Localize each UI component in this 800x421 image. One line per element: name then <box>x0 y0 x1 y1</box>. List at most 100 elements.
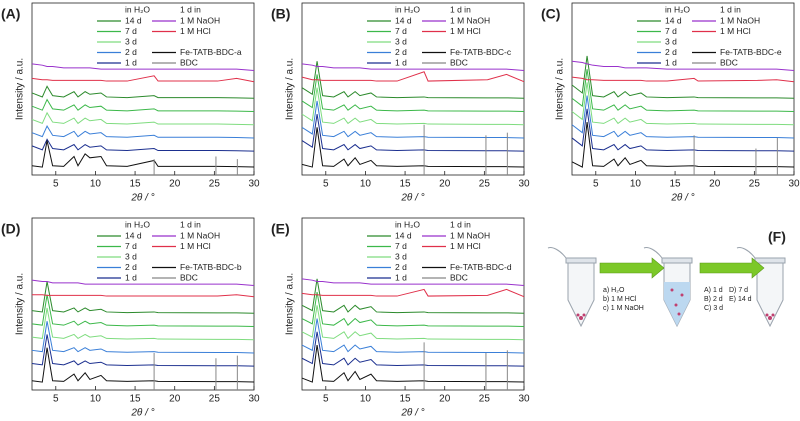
panel: (A) 5 10 15 20 25 30 2θ / ° Intensity / a.u. in H… <box>1 2 260 204</box>
trace <box>32 294 255 298</box>
legend-label: 7 d <box>395 26 407 36</box>
trace <box>301 331 525 367</box>
x-tick-label: 20 <box>439 179 451 190</box>
legend-label: BDC <box>180 57 198 67</box>
trace <box>31 124 255 139</box>
x-tick-label: 5 <box>323 179 329 190</box>
legend-header: 1 d in <box>180 219 201 229</box>
legend-header: in H₂O <box>125 219 150 229</box>
crystals <box>576 288 775 320</box>
trace <box>301 127 525 168</box>
time: E) 14 d <box>729 296 752 303</box>
x-axis-label: 2θ / ° <box>400 193 424 204</box>
x-tick-label: 15 <box>130 394 142 405</box>
trace <box>31 294 255 327</box>
legend-label: 3 d <box>125 251 137 261</box>
legend-header: 1 d in <box>720 4 741 14</box>
legend-label: 1 d <box>665 57 677 67</box>
y-axis-label: Intensity / a.u. <box>15 273 26 335</box>
condition: c) 1 M NaOH <box>603 305 644 312</box>
panel: (E) 5 10 15 20 25 30 2θ / ° Intensity / a.u. in H… <box>271 217 530 419</box>
trace <box>301 87 525 126</box>
legend-label: 14 d <box>125 15 142 25</box>
trace <box>31 63 255 71</box>
legend-label: 1 d <box>395 272 407 282</box>
trace <box>301 74 525 112</box>
legend-label: 1 M HCl <box>180 26 211 36</box>
legend-label: 1 d <box>395 57 407 67</box>
tube <box>547 247 786 328</box>
x-tick-label: 30 <box>518 394 530 405</box>
trace <box>301 292 525 327</box>
x-tick-label: 20 <box>169 179 181 190</box>
x-tick-label: 10 <box>360 394 372 405</box>
legend-label: BDC <box>450 57 468 67</box>
legend-header: in H₂O <box>395 219 420 229</box>
legend-label: Fe-TATB-BDC-d <box>450 262 512 272</box>
x-tick-label: 10 <box>360 179 372 190</box>
x-tick-label: 25 <box>749 179 761 190</box>
legend-label: 1 d <box>125 57 137 67</box>
x-axis-label: 2θ / ° <box>130 408 154 419</box>
x-axis-label: 2θ / ° <box>130 193 154 204</box>
trace <box>31 140 255 168</box>
legend-label: 7 d <box>125 241 137 251</box>
legend-header: in H₂O <box>395 4 420 14</box>
legend-label: 1 M HCl <box>720 26 751 36</box>
trace <box>571 60 795 71</box>
time: A) 1 d <box>704 287 723 294</box>
x-tick-label: 30 <box>248 394 260 405</box>
y-axis-label: Intensity / a.u. <box>285 58 296 120</box>
x-tick-label: 10 <box>90 394 102 405</box>
legend-label: 1 M NaOH <box>450 15 490 25</box>
x-tick-label: 20 <box>439 394 451 405</box>
trace <box>571 108 795 152</box>
x-tick-label: 30 <box>518 179 530 190</box>
y-axis-label: Intensity / a.u. <box>555 58 566 120</box>
legend-label: 3 d <box>395 36 407 46</box>
trace <box>301 344 525 383</box>
x-tick-label: 10 <box>630 179 642 190</box>
x-tick-label: 5 <box>53 179 59 190</box>
legend-label: BDC <box>720 57 738 67</box>
panel-label: (D) <box>1 221 20 237</box>
legend-label: 7 d <box>665 26 677 36</box>
trace <box>301 71 525 83</box>
x-tick-label: 15 <box>670 179 682 190</box>
trace <box>301 114 525 152</box>
legend-label: 14 d <box>665 15 682 25</box>
x-tick-label: 15 <box>130 179 142 190</box>
legend-label: 1 M HCl <box>450 241 481 251</box>
plot-frame <box>31 217 255 391</box>
trace <box>571 122 795 168</box>
panel-label: (C) <box>541 6 560 22</box>
x-tick-label: 25 <box>479 179 491 190</box>
x-tick-label: 5 <box>53 394 59 405</box>
y-axis-label: Intensity / a.u. <box>15 58 26 120</box>
legend-header: 1 d in <box>450 219 471 229</box>
trace <box>301 305 525 341</box>
x-tick-label: 25 <box>209 179 221 190</box>
trace <box>571 76 795 83</box>
legend-label: 2 d <box>125 262 137 272</box>
legend-label: BDC <box>180 272 198 282</box>
legend-label: 14 d <box>395 230 412 240</box>
trace <box>31 98 255 112</box>
panel: (D) 5 10 15 20 25 30 2θ / ° Intensity / a.u. in H… <box>1 217 260 419</box>
trace <box>301 61 525 99</box>
trace <box>31 281 255 314</box>
condition: a) H₂O <box>603 287 625 294</box>
legend-label: 14 d <box>395 15 412 25</box>
x-tick-label: 25 <box>479 394 491 405</box>
trace <box>31 321 255 354</box>
panel-label: (E) <box>271 221 290 237</box>
legend-header: in H₂O <box>125 4 150 14</box>
trace <box>301 318 525 354</box>
legend-label: 7 d <box>125 26 137 36</box>
legend-label: Fe-TATB-BDC-b <box>180 262 242 272</box>
legend-label: Fe-TATB-BDC-e <box>720 47 782 57</box>
time: B) 2 d <box>704 296 723 303</box>
trace <box>571 69 795 112</box>
trace <box>301 100 525 139</box>
x-tick-label: 25 <box>209 394 221 405</box>
